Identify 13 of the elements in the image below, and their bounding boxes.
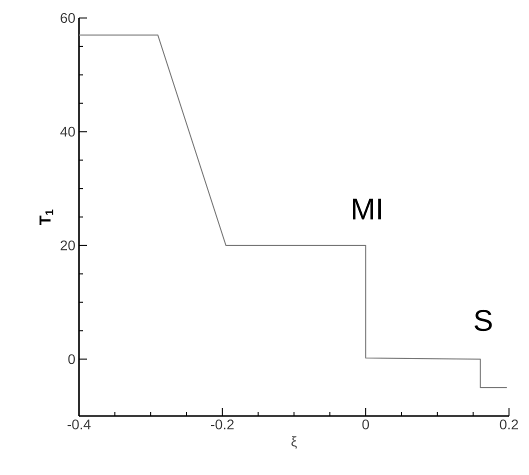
y-tick-label: 60 (60, 13, 75, 23)
x-tick-label: -0.2 (210, 420, 234, 430)
x-tick-label: 0 (362, 420, 370, 430)
x-axis-title: ξ (291, 436, 297, 449)
annotation: MI (352, 198, 381, 220)
line-series (79, 34, 508, 388)
y-axis-title: T$_{1}$ (40, 210, 54, 226)
y-tick-label: 0 (68, 354, 75, 364)
y-tick-label: 40 (60, 126, 75, 137)
x-tick-label: 0.2 (500, 420, 518, 430)
y-tick-label: 20 (60, 240, 75, 250)
x-tick-label: -0.4 (68, 420, 91, 430)
annotation: S (474, 310, 492, 332)
